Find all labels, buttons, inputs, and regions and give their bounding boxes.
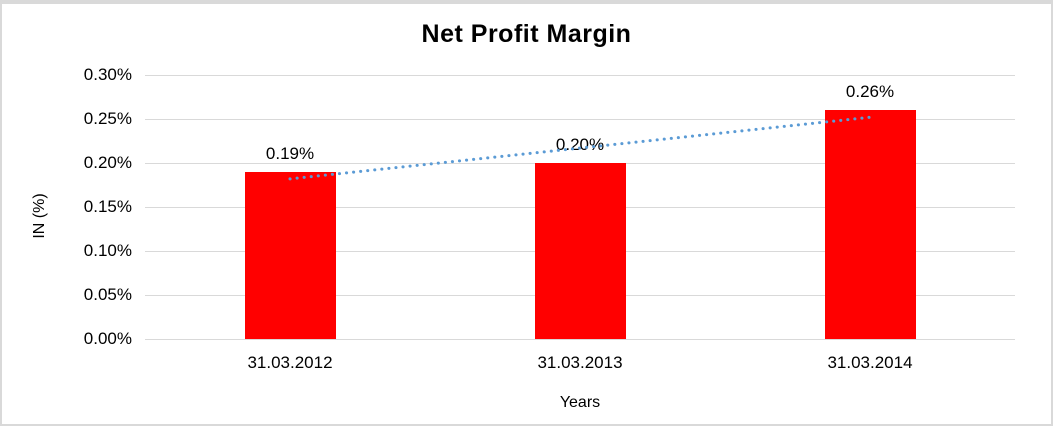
y-tick-label: 0.15% — [83, 197, 132, 216]
y-tick-label: 0.10% — [83, 241, 132, 260]
gridline — [145, 338, 1015, 340]
x-category-label: 31.03.2012 — [247, 353, 333, 372]
bar-data-label: 0.20% — [555, 135, 605, 154]
trendline — [288, 115, 872, 181]
plot-area: 0.19% 31.03.2012 0.20% 31.03.2013 0.26% 31.03… — [145, 74, 1015, 372]
y-tick-label: 0.00% — [83, 329, 132, 348]
x-category-label: 31.03.2013 — [537, 353, 623, 372]
bar-31.03.2014 — [824, 110, 916, 339]
chart-title: Net Profit Margin — [421, 20, 632, 48]
gridline — [145, 118, 1015, 120]
x-axis-title: Years — [559, 394, 601, 411]
y-tick-label: 0.25% — [83, 109, 132, 128]
bar-data-label: 0.19% — [265, 143, 315, 163]
gridline — [145, 74, 1015, 76]
bar-data-label: 0.26% — [845, 82, 895, 102]
y-tick-label: 0.20% — [83, 153, 132, 172]
x-category-label: 31.03.2014 — [827, 353, 913, 372]
y-tick-label: 0.05% — [83, 285, 132, 304]
y-tick-label: 0.30% — [83, 65, 132, 84]
bar-31.03.2012 — [244, 171, 336, 339]
bar-31.03.2013 — [534, 163, 626, 339]
